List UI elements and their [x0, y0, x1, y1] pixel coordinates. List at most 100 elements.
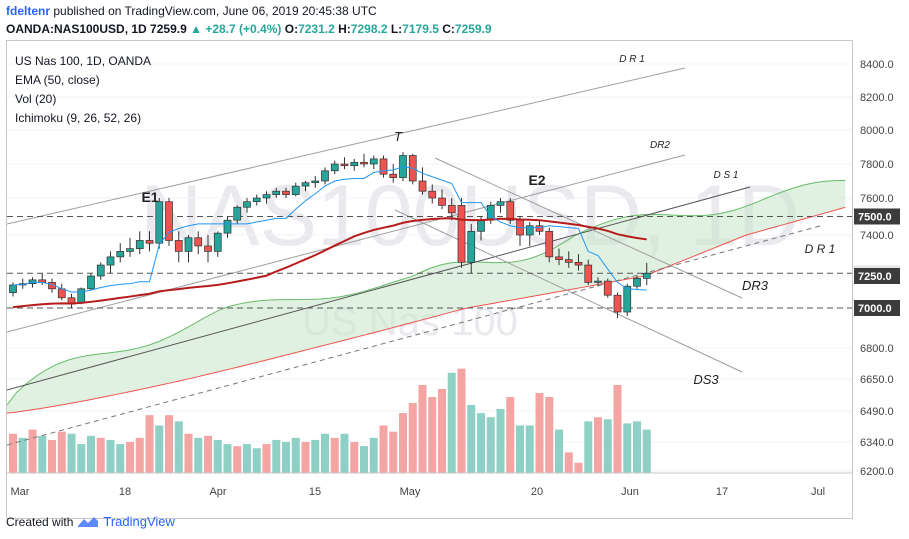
- close-label: C:: [442, 22, 455, 36]
- drawing-label: D S 1: [713, 170, 738, 181]
- candle-body: [165, 201, 173, 241]
- candle-body: [633, 278, 641, 287]
- ichimoku-span-a: [7, 180, 846, 406]
- volume-bar: [126, 442, 134, 473]
- trend-line: [7, 186, 751, 391]
- candle-body: [564, 259, 573, 263]
- candle-body: [28, 279, 37, 285]
- up-arrow-icon: ▲: [190, 22, 202, 36]
- tradingview-brand[interactable]: TradingView: [103, 514, 175, 529]
- drawing-label: DR2: [650, 140, 670, 151]
- time-tick-label: Jul: [811, 486, 825, 498]
- time-axis[interactable]: Mar 18 Apr 15 May 20 Jun 17 Jul: [7, 472, 852, 498]
- candle-body: [184, 237, 193, 252]
- candle-body: [282, 190, 290, 195]
- volume-bar: [18, 437, 27, 473]
- volume-bar: [135, 437, 144, 473]
- candle-body: [584, 264, 593, 283]
- time-tick-label: 20: [531, 486, 543, 498]
- volume-bar: [506, 397, 515, 473]
- drawing-annotations: D R 1 DR2 D S 1 D R 1 DR3 DS3 T E1 E2: [141, 54, 835, 387]
- low-value: 7179.5: [402, 22, 439, 36]
- volume-bar: [282, 442, 290, 473]
- drawing-label: E2: [528, 172, 545, 188]
- candle-body: [57, 288, 66, 299]
- candle-body: [613, 294, 622, 313]
- price-tick-label: 6340.0: [860, 437, 894, 449]
- drawing-label: DS3: [693, 372, 719, 387]
- volume-bar: [350, 442, 359, 473]
- drawing-label: E1: [141, 189, 158, 205]
- author-name[interactable]: fdeltenr: [6, 4, 51, 18]
- candle-body: [438, 197, 446, 206]
- open-label: O:: [284, 22, 299, 36]
- candle-body: [77, 288, 86, 304]
- candle-body: [213, 232, 222, 252]
- volume-bar: [369, 437, 378, 473]
- volume-bar: [165, 415, 173, 473]
- candle-body: [369, 158, 378, 165]
- time-tick-label: 18: [119, 486, 131, 498]
- volume-bar: [477, 413, 485, 473]
- chart-frame[interactable]: [6, 40, 853, 519]
- candle-body: [291, 185, 300, 195]
- candle-body: [350, 161, 359, 167]
- candle-body: [379, 158, 388, 175]
- volume-bar: [408, 403, 417, 473]
- trend-line: [394, 209, 743, 373]
- volume-bar: [28, 429, 37, 473]
- conversion-line: [12, 166, 647, 293]
- volume-bar: [428, 397, 437, 473]
- price-tick-label: 6650.0: [860, 374, 894, 386]
- volume-bar: [418, 385, 427, 473]
- candle-body: [155, 201, 164, 244]
- price-axis[interactable]: 6200.0 6340.0 6490.0 6650.0 6800.0 7000.0 7250…: [854, 59, 900, 478]
- volume-bar: [516, 425, 524, 473]
- price-tick-label: 7400.0: [860, 230, 894, 242]
- candle-body: [477, 219, 485, 232]
- price-tick-label: 6800.0: [860, 343, 894, 355]
- volume-bar: [642, 429, 651, 473]
- candle-body: [9, 284, 17, 293]
- volume-bar: [379, 425, 388, 473]
- volume-bar: [496, 409, 505, 473]
- ichimoku-span-b: [7, 206, 846, 414]
- price-tick-label: 8000.0: [860, 125, 894, 137]
- legend-volume[interactable]: Vol (20): [15, 92, 57, 106]
- time-tick-label: 15: [309, 486, 321, 498]
- legend-ema[interactable]: EMA (50, close): [15, 73, 100, 87]
- candle-body: [467, 230, 476, 263]
- volume-bar: [194, 437, 203, 473]
- legend-ichimoku[interactable]: Ichimoku (9, 26, 52, 26): [15, 111, 142, 125]
- volume-bar: [613, 385, 622, 473]
- volume-bar: [174, 421, 183, 473]
- volume-bar: [389, 431, 398, 473]
- plot-area: [7, 63, 852, 473]
- tradingview-logo-icon: [78, 516, 99, 527]
- last-price: 7259.9: [150, 22, 187, 36]
- volume-bar: [438, 389, 446, 473]
- price-tag-box: [854, 208, 900, 225]
- volume-bar: [535, 393, 544, 473]
- publish-line: fdeltenr published on TradingView.com, J…: [6, 4, 377, 18]
- candle-body: [447, 205, 456, 214]
- volume-bar: [155, 425, 164, 473]
- volume-bar: [584, 421, 593, 473]
- candle-body: [496, 201, 505, 206]
- candle-body: [545, 230, 554, 258]
- volume-bar: [184, 433, 193, 473]
- quote-line: OANDA:NAS100USD, 1D 7259.9 ▲ +28.7 (+0.4…: [6, 22, 492, 36]
- symbol-label: OANDA:NAS100USD, 1D: [6, 22, 147, 36]
- candle-body: [340, 163, 349, 167]
- volume-bar: [486, 417, 495, 473]
- volume-bar: [360, 446, 368, 473]
- candle-body: [174, 240, 183, 252]
- volume-bar: [340, 433, 349, 473]
- footer: Created with TradingView: [6, 514, 175, 529]
- time-tick-label: May: [400, 486, 421, 498]
- volume-bar: [252, 448, 261, 473]
- volume-bar: [243, 444, 251, 473]
- volume-bar: [457, 368, 466, 473]
- candle-body: [252, 197, 261, 203]
